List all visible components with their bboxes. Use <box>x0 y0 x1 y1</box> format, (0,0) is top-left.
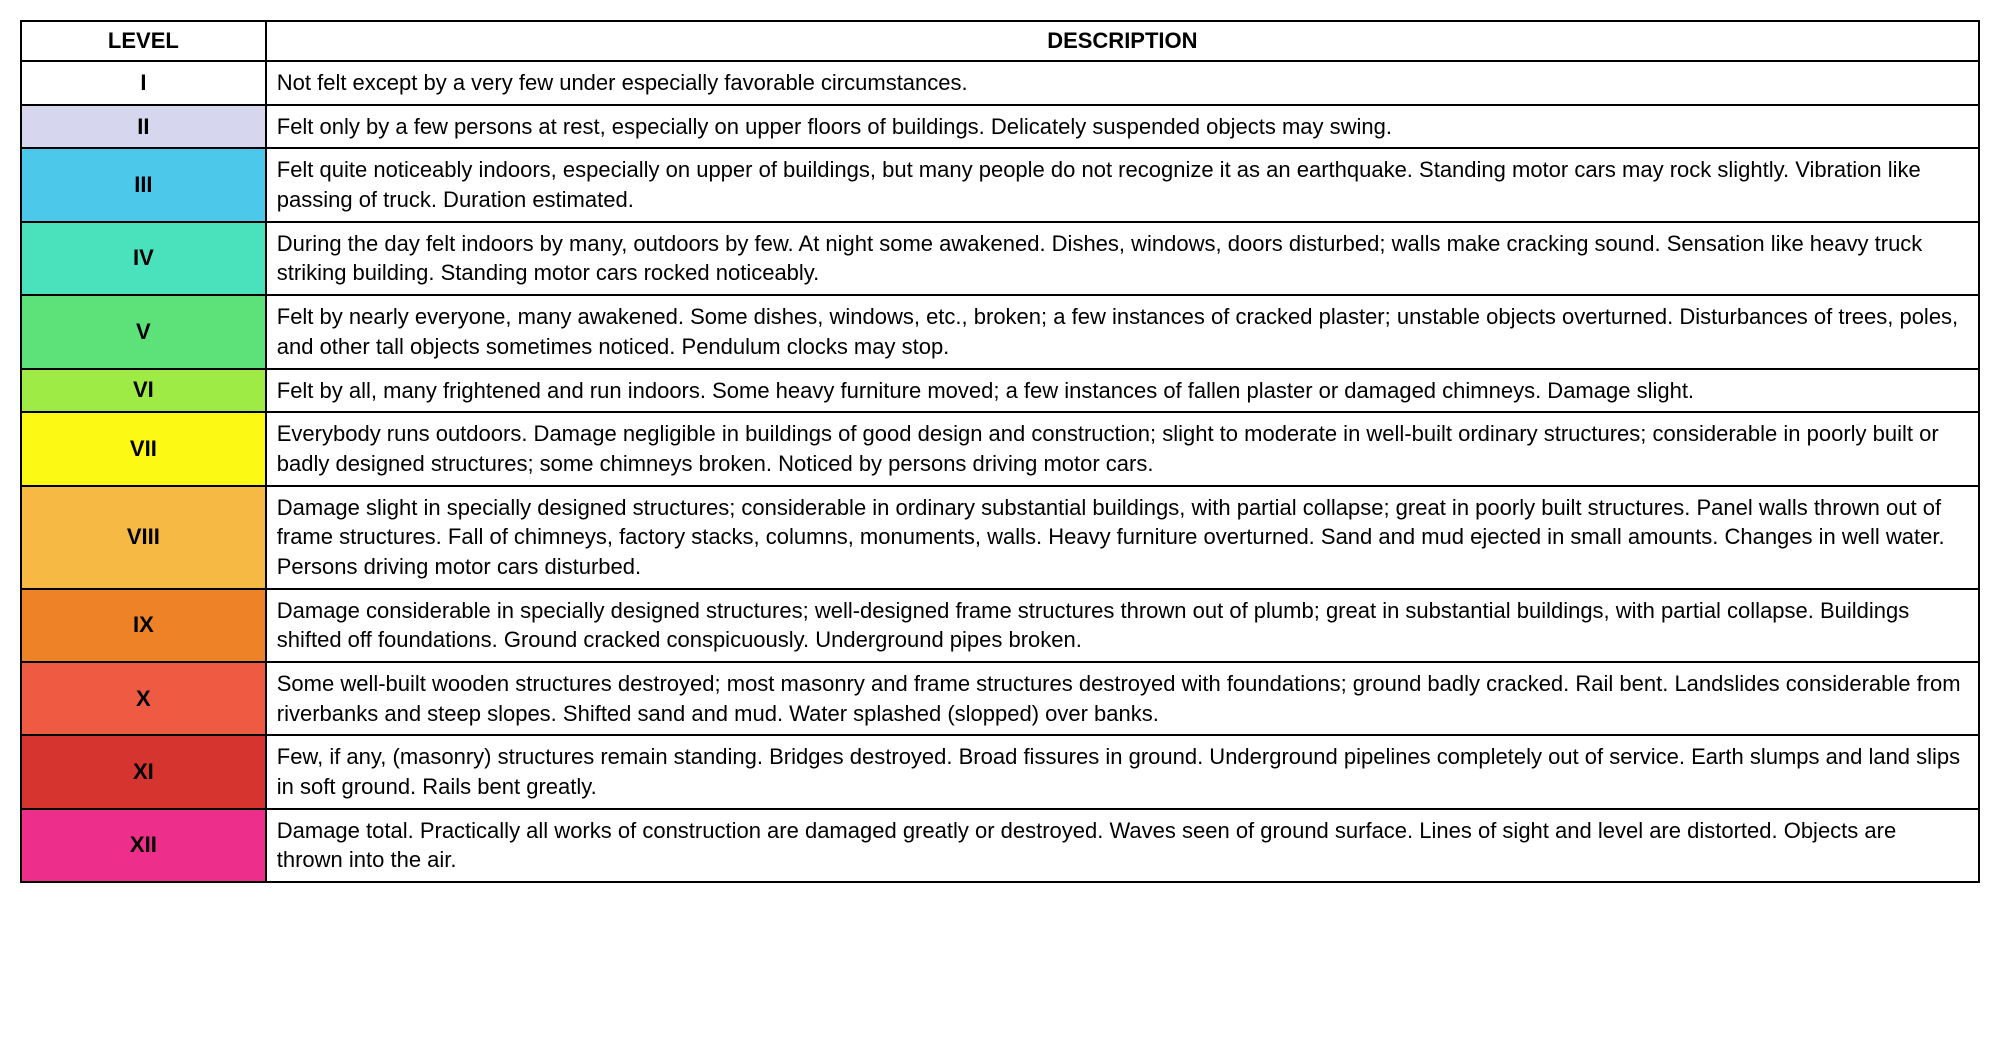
level-cell: VI <box>21 369 266 413</box>
level-cell: VIII <box>21 486 266 589</box>
level-cell: IV <box>21 222 266 295</box>
level-cell: XI <box>21 735 266 808</box>
level-cell: III <box>21 148 266 221</box>
table-row: XII Damage total. Practically all works … <box>21 809 1979 882</box>
table-body: I Not felt except by a very few under es… <box>21 61 1979 882</box>
table-row: VI Felt by all, many frightened and run … <box>21 369 1979 413</box>
description-cell: Few, if any, (masonry) structures remain… <box>266 735 1979 808</box>
table-row: I Not felt except by a very few under es… <box>21 61 1979 105</box>
description-cell: Felt by nearly everyone, many awakened. … <box>266 295 1979 368</box>
description-cell: Some well-built wooden structures destro… <box>266 662 1979 735</box>
table-row: VIII Damage slight in specially designed… <box>21 486 1979 589</box>
level-cell: IX <box>21 589 266 662</box>
description-cell: Damage considerable in specially designe… <box>266 589 1979 662</box>
col-header-level: LEVEL <box>21 21 266 61</box>
table-row: V Felt by nearly everyone, many awakened… <box>21 295 1979 368</box>
table-header-row: LEVEL DESCRIPTION <box>21 21 1979 61</box>
table-row: IV During the day felt indoors by many, … <box>21 222 1979 295</box>
description-cell: Not felt except by a very few under espe… <box>266 61 1979 105</box>
description-cell: Felt quite noticeably indoors, especiall… <box>266 148 1979 221</box>
table-row: III Felt quite noticeably indoors, espec… <box>21 148 1979 221</box>
description-cell: Everybody runs outdoors. Damage negligib… <box>266 412 1979 485</box>
level-cell: XII <box>21 809 266 882</box>
level-cell: VII <box>21 412 266 485</box>
level-cell: I <box>21 61 266 105</box>
table-row: XI Few, if any, (masonry) structures rem… <box>21 735 1979 808</box>
description-cell: Damage total. Practically all works of c… <box>266 809 1979 882</box>
description-cell: During the day felt indoors by many, out… <box>266 222 1979 295</box>
description-cell: Felt by all, many frightened and run ind… <box>266 369 1979 413</box>
level-cell: X <box>21 662 266 735</box>
level-cell: V <box>21 295 266 368</box>
table-row: IX Damage considerable in specially desi… <box>21 589 1979 662</box>
table-row: II Felt only by a few persons at rest, e… <box>21 105 1979 149</box>
intensity-scale-table: LEVEL DESCRIPTION I Not felt except by a… <box>20 20 1980 883</box>
description-cell: Felt only by a few persons at rest, espe… <box>266 105 1979 149</box>
description-cell: Damage slight in specially designed stru… <box>266 486 1979 589</box>
level-cell: II <box>21 105 266 149</box>
table-row: VII Everybody runs outdoors. Damage negl… <box>21 412 1979 485</box>
table-row: X Some well-built wooden structures dest… <box>21 662 1979 735</box>
col-header-description: DESCRIPTION <box>266 21 1979 61</box>
